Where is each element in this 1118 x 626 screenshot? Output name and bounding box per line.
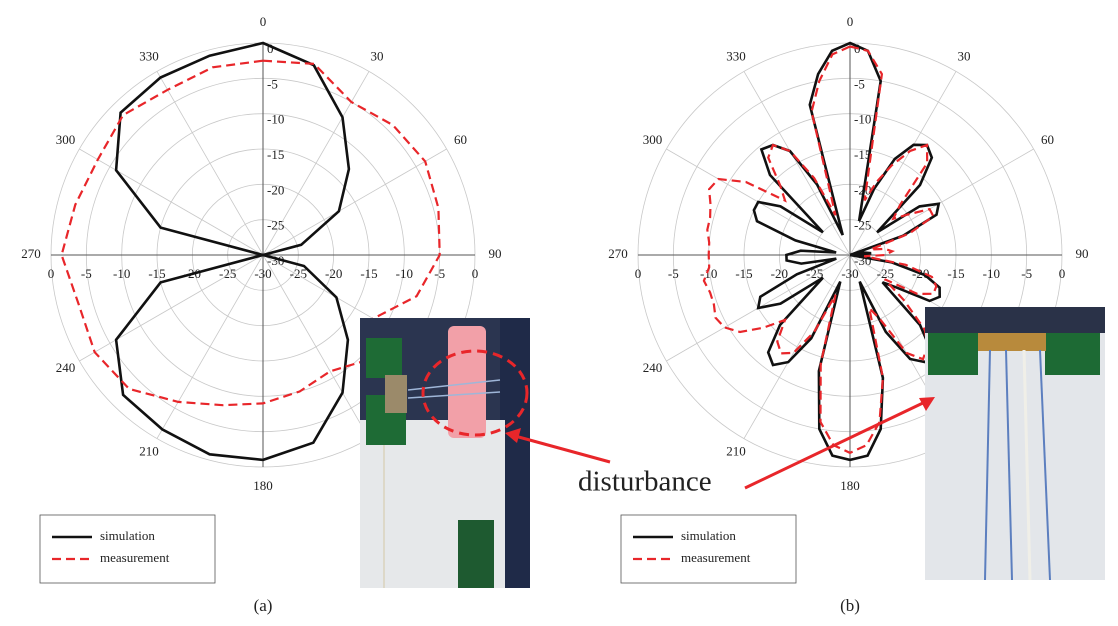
legend-box <box>39 514 216 584</box>
r-tick-label: 0 <box>48 266 55 281</box>
spoke <box>262 148 447 256</box>
theta-tick-label: 270 <box>608 246 628 261</box>
theta-tick-label: 270 <box>21 246 41 261</box>
r-tick-label: -25 <box>267 218 284 233</box>
r-tick-label: -5 <box>854 76 865 91</box>
theta-tick-label: 330 <box>726 49 746 64</box>
r-tick-label: -15 <box>360 266 377 281</box>
spoke <box>743 254 851 439</box>
r-tick-label: 0 <box>472 266 479 281</box>
spoke <box>262 71 370 256</box>
spoke <box>156 254 264 439</box>
spoke <box>156 71 264 256</box>
r-tick-label: -10 <box>700 266 717 281</box>
panel-label: (b) <box>840 596 860 615</box>
charts: 00 0-5-5 -5-10-10 -10-15-15 -15-20-20 -20-25-… <box>21 14 1088 615</box>
photo-b <box>925 307 1105 581</box>
legend-label: simulation <box>100 528 155 543</box>
r-tick-label: -15 <box>148 266 165 281</box>
series-line <box>114 41 351 462</box>
r-tick-label: -15 <box>267 147 284 162</box>
theta-tick-label: 330 <box>139 49 159 64</box>
r-tick-label: -5 <box>1021 266 1032 281</box>
r-tick-label: -20 <box>267 182 284 197</box>
r-tick-label: 0 <box>267 41 274 56</box>
r-tick-label: 0 <box>1059 266 1066 281</box>
arrows <box>505 397 935 490</box>
theta-tick-label: 90 <box>489 246 502 261</box>
legend-label: measurement <box>681 550 751 565</box>
r-tick-label: -25 <box>854 218 871 233</box>
theta-tick-label: 60 <box>1041 132 1054 147</box>
r-tick-label: -5 <box>668 266 679 281</box>
r-tick-label: -15 <box>947 266 964 281</box>
theta-tick-label: 240 <box>643 360 663 375</box>
theta-tick-label: 30 <box>371 49 384 64</box>
r-tick-label: -10 <box>983 266 1000 281</box>
theta-tick-label: 180 <box>840 478 860 493</box>
spoke <box>849 71 957 256</box>
r-tick-label: -10 <box>113 266 130 281</box>
series-line <box>752 41 942 462</box>
theta-tick-label: 0 <box>260 14 267 29</box>
spoke <box>79 254 264 362</box>
annotation: disturbance <box>578 466 712 498</box>
spoke <box>849 148 1034 256</box>
r-tick-label: -20 <box>771 266 788 281</box>
r-tick-label: -15 <box>735 266 752 281</box>
theta-tick-label: 210 <box>726 443 746 458</box>
legend-label: simulation <box>681 528 736 543</box>
series-line <box>60 59 441 407</box>
theta-tick-label: 180 <box>253 478 273 493</box>
legend-label: measurement <box>100 550 170 565</box>
theta-tick-label: 300 <box>643 132 663 147</box>
theta-tick-label: 30 <box>958 49 971 64</box>
r-tick-label: -10 <box>267 112 284 127</box>
r-tick-label: -15 <box>854 147 871 162</box>
theta-tick-label: 60 <box>454 132 467 147</box>
theta-tick-label: 300 <box>56 132 76 147</box>
r-tick-label: -5 <box>267 76 278 91</box>
r-tick-label: -10 <box>396 266 413 281</box>
r-tick-label: -10 <box>854 112 871 127</box>
r-tick-label: -25 <box>877 266 894 281</box>
r-tick-label: -25 <box>219 266 236 281</box>
r-tick-label: -20 <box>325 266 342 281</box>
spoke <box>743 71 851 256</box>
spoke <box>79 148 264 256</box>
photo-a <box>360 318 530 588</box>
panel-label: (a) <box>254 596 273 615</box>
r-tick-label: -25 <box>290 266 307 281</box>
r-tick-label: -5 <box>434 266 445 281</box>
r-tick-label: 0 <box>635 266 642 281</box>
theta-tick-label: 240 <box>56 360 76 375</box>
theta-tick-label: 0 <box>847 14 854 29</box>
series-line <box>702 45 938 455</box>
r-tick-label: -5 <box>81 266 92 281</box>
legend-box <box>620 514 797 584</box>
theta-tick-label: 210 <box>139 443 159 458</box>
theta-tick-label: 90 <box>1076 246 1089 261</box>
spoke <box>262 254 370 439</box>
polar-chart: 00 0-5-5 -5-10-10 -10-15-15 -15-20-20 -20-25-… <box>608 14 1088 615</box>
polar-chart: 00 0-5-5 -5-10-10 -10-15-15 -15-20-20 -20-25-… <box>21 14 501 615</box>
